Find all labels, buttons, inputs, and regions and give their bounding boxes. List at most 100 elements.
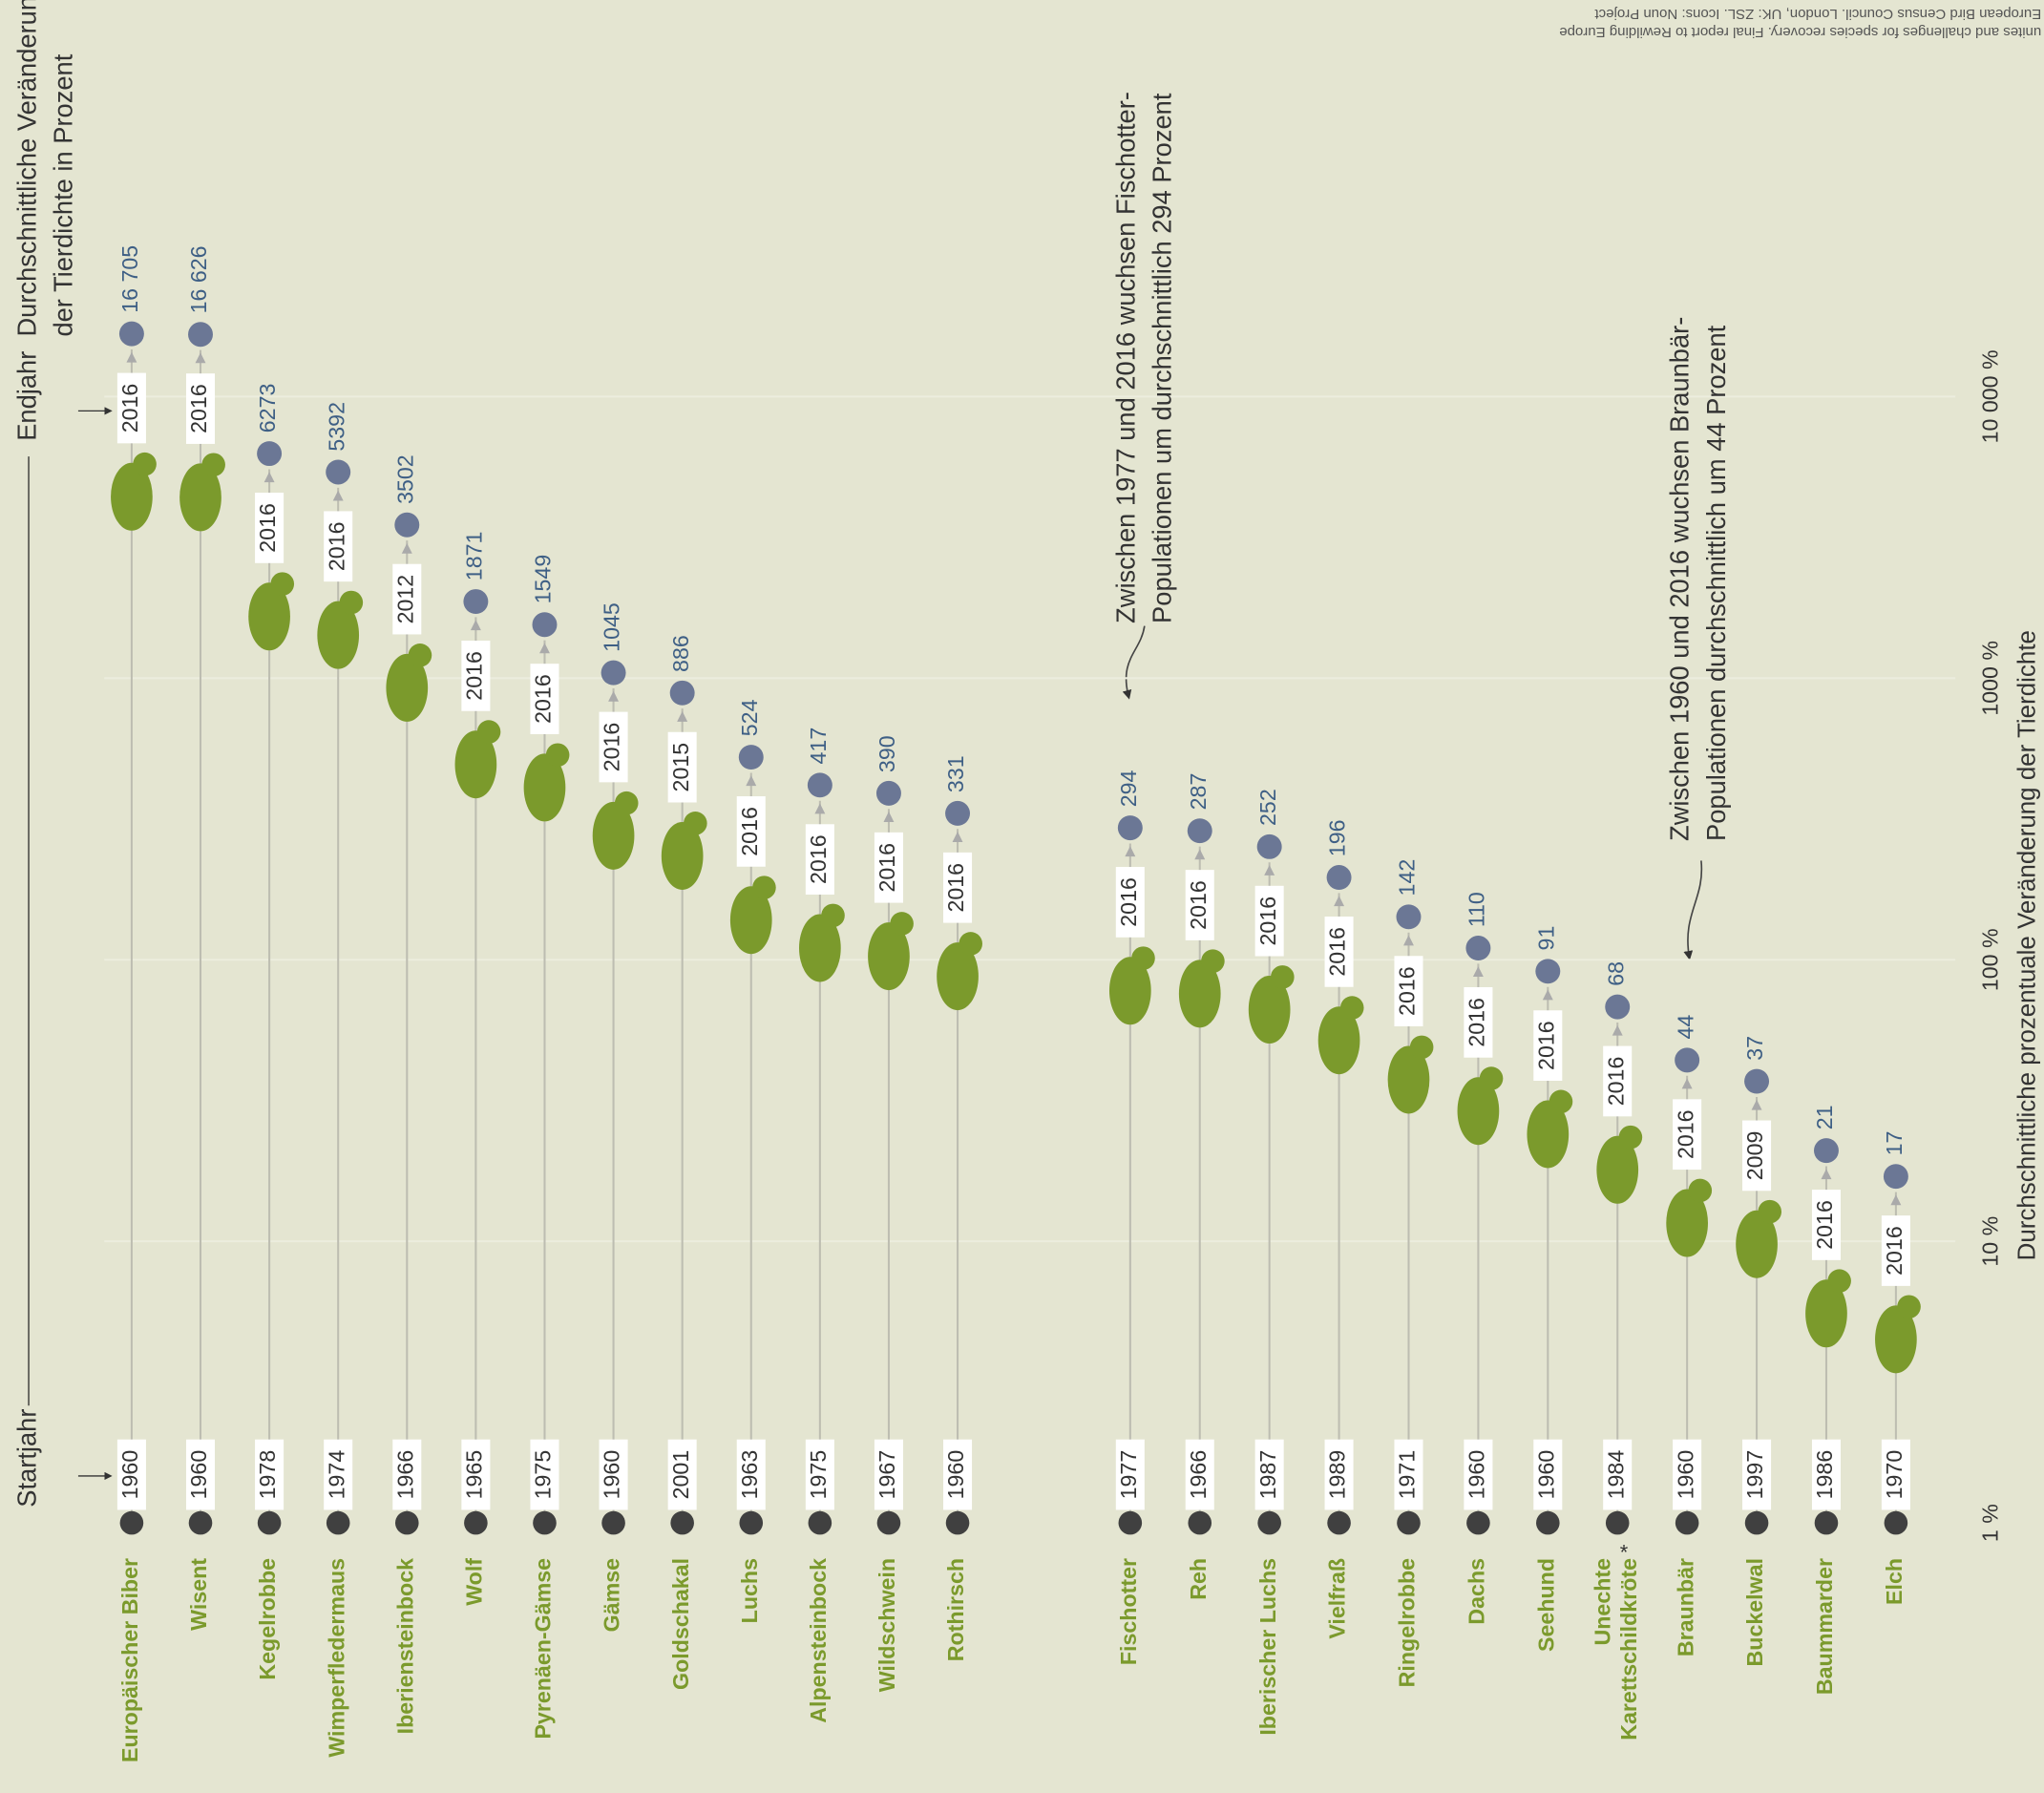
end-year: 2016: [1255, 896, 1280, 946]
value-label: 417: [806, 728, 831, 765]
animal-icon: [959, 932, 982, 956]
end-dot: [670, 681, 695, 706]
animal-icon: [1201, 949, 1225, 973]
value-label: 252: [1255, 789, 1280, 826]
end-year: 2016: [1186, 880, 1211, 930]
animal-icon: [1131, 946, 1155, 970]
category-label: Iberiensteinbock: [392, 1558, 417, 1734]
legend-value: der Tierdichte in Prozent: [48, 53, 77, 336]
end-dot: [257, 441, 282, 466]
start-dot: [395, 1511, 419, 1535]
animal-icon: [615, 791, 639, 815]
category-label: Kegelrobbe: [255, 1558, 280, 1680]
annotation: Zwischen 1977 und 2016 wuchsen Fischotte…: [1110, 92, 1140, 623]
y-tick-label: 10 %: [1978, 1216, 2003, 1267]
end-year: 2016: [1812, 1200, 1837, 1250]
start-dot: [1675, 1511, 1699, 1535]
end-year: 2016: [806, 834, 831, 884]
end-year: 2016: [1395, 966, 1420, 1016]
end-year: 2009: [1742, 1131, 1767, 1181]
end-dot: [1744, 1069, 1769, 1094]
start-year: 1997: [1742, 1450, 1767, 1500]
start-year: 1960: [943, 1450, 968, 1500]
end-dot: [1605, 995, 1630, 1020]
end-year: 2016: [943, 863, 968, 913]
category-label: Elch: [1882, 1558, 1907, 1605]
value-label: 16 626: [186, 245, 211, 313]
annotation: Zwischen 1960 und 2016 wuchsen Braunbär-: [1665, 317, 1695, 841]
category-label: Vielfraß: [1325, 1558, 1350, 1639]
end-dot: [463, 589, 488, 614]
start-year: 1975: [531, 1450, 556, 1500]
value-label: 6273: [255, 384, 280, 433]
start-dot: [1466, 1511, 1490, 1535]
value-label: 294: [1116, 770, 1141, 807]
end-dot: [1257, 834, 1282, 859]
start-dot: [533, 1511, 557, 1535]
category-label: Pyrenäen-Gämse: [531, 1558, 556, 1740]
category-label: Europäischer Biber: [117, 1558, 142, 1762]
start-dot: [1397, 1511, 1421, 1535]
animal-icon: [1410, 1036, 1434, 1060]
y-tick-label: 1 %: [1978, 1504, 2003, 1542]
start-year: 1970: [1882, 1450, 1907, 1500]
y-tick-label: 10 000 %: [1978, 349, 2003, 443]
category-label: Rothirsch: [943, 1558, 968, 1661]
background: [0, 0, 2044, 1792]
category-label: Luchs: [737, 1558, 762, 1623]
value-label: 142: [1395, 859, 1420, 896]
start-dot: [809, 1511, 832, 1535]
value-label: 3502: [392, 454, 417, 504]
start-dot: [1327, 1511, 1351, 1535]
animal-icon: [1549, 1090, 1573, 1114]
end-year: 2016: [324, 521, 348, 571]
value-label: 390: [874, 735, 899, 772]
value-label: 886: [668, 635, 693, 672]
value-label: 21: [1812, 1105, 1837, 1129]
end-dot: [601, 661, 626, 686]
start-year: 1989: [1325, 1450, 1350, 1500]
start-year: 1971: [1395, 1450, 1420, 1500]
category-label: Karettschildkröte: [1616, 1558, 1641, 1740]
value-label: 5392: [324, 402, 348, 452]
y-axis-title: Durchschnittliche prozentuale Veränderun…: [2013, 630, 2040, 1260]
start-dot: [1119, 1511, 1143, 1535]
end-year: 2012: [392, 575, 417, 624]
end-year: 2016: [462, 651, 487, 701]
end-dot: [1397, 904, 1422, 929]
end-dot: [739, 745, 764, 770]
animal-icon: [270, 572, 294, 596]
start-year: 1960: [600, 1450, 624, 1500]
start-year: 1977: [1116, 1450, 1141, 1500]
category-label: Wimperfledermaus: [324, 1558, 348, 1758]
start-dot: [601, 1511, 625, 1535]
animal-icon: [546, 743, 570, 767]
category-label: Wisent: [186, 1558, 211, 1631]
value-label: 37: [1742, 1036, 1767, 1061]
animal-icon: [1271, 965, 1295, 989]
value-label: 68: [1603, 961, 1628, 986]
end-dot: [945, 801, 970, 826]
chart: 1 %10 %100 %1000 %10 000 %Durchschnittli…: [0, 0, 2044, 1793]
animal-icon: [1480, 1066, 1504, 1090]
legend-end: Endjahr: [11, 351, 41, 441]
source-note: European Bird Census Council. London, UK…: [1594, 6, 2042, 22]
animal-icon: [340, 591, 364, 615]
start-dot: [464, 1511, 488, 1535]
annotation: Populationen um durchschnittlich 294 Pro…: [1148, 93, 1177, 623]
start-dot: [258, 1511, 282, 1535]
end-year: 2016: [600, 723, 624, 772]
start-year: 1960: [1465, 1450, 1489, 1500]
y-tick-label: 1000 %: [1978, 641, 2003, 716]
animal-icon: [1758, 1200, 1781, 1224]
start-dot: [1745, 1511, 1769, 1535]
category-label: Wolf: [462, 1558, 487, 1606]
value-label: 287: [1186, 773, 1211, 811]
end-dot: [1884, 1164, 1908, 1189]
start-dot: [1606, 1511, 1630, 1535]
annotation: Populationen durchschnittlich um 44 Proz…: [1701, 325, 1731, 841]
value-label: 110: [1465, 892, 1489, 927]
category-label: Reh: [1186, 1558, 1211, 1600]
end-dot: [326, 460, 350, 485]
source-note: unites and challenges for species recove…: [1559, 24, 2041, 40]
